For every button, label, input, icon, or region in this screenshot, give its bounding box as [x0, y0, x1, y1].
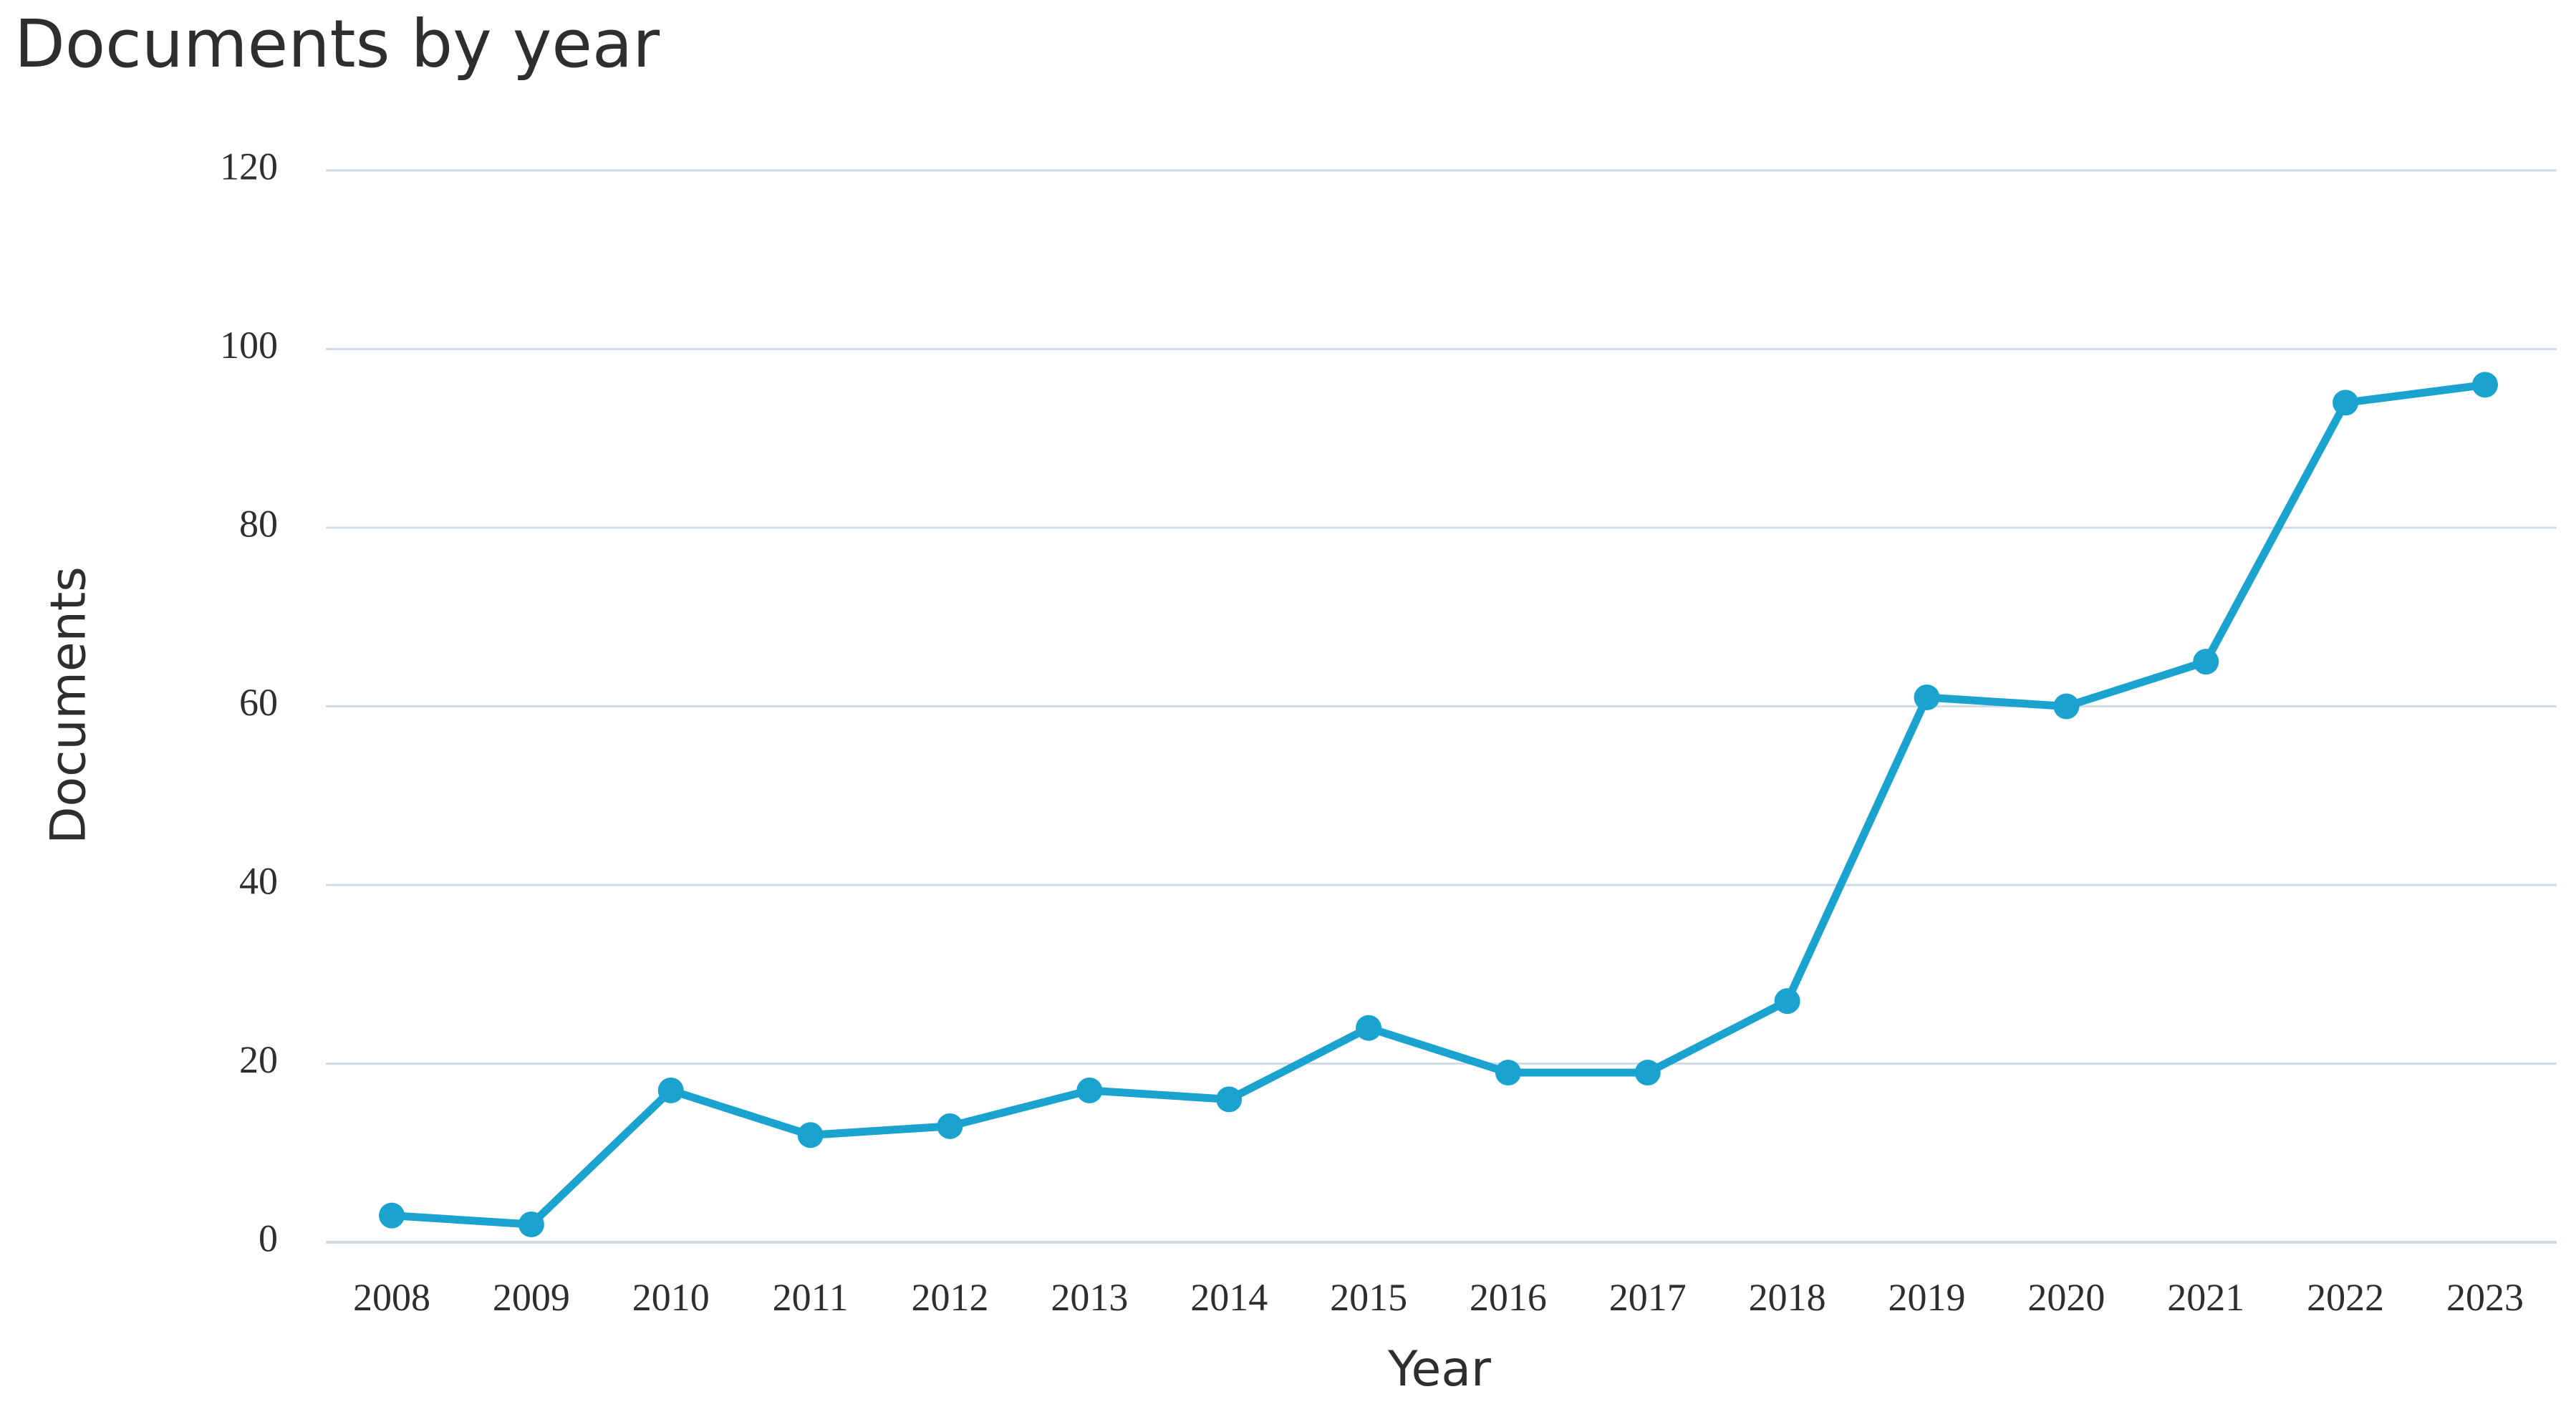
x-tick-label: 2020: [2027, 1276, 2105, 1319]
data-point-2019[interactable]: [1914, 685, 1940, 711]
data-point-2020[interactable]: [2053, 693, 2080, 720]
y-tick-label: 80: [239, 502, 278, 545]
data-point-2016[interactable]: [1495, 1059, 1521, 1085]
x-tick-label: 2017: [1609, 1276, 1687, 1319]
y-axis-title: Documents: [41, 566, 97, 844]
data-point-2021[interactable]: [2193, 649, 2219, 675]
x-tick-label: 2021: [2167, 1276, 2244, 1319]
y-tick-label: 60: [239, 681, 278, 724]
gridlines: [326, 169, 2557, 1244]
x-tick-label: 2022: [2307, 1276, 2384, 1319]
data-point-2022[interactable]: [2333, 390, 2359, 416]
y-axis-ticks: 0 20 40 60 80 100 120: [220, 145, 278, 1259]
x-tick-label: 2023: [2446, 1276, 2524, 1319]
data-point-2015[interactable]: [1356, 1015, 1382, 1041]
data-point-2008[interactable]: [379, 1202, 405, 1229]
x-tick-label: 2015: [1330, 1276, 1407, 1319]
data-point-2012[interactable]: [937, 1113, 963, 1139]
x-tick-label: 2014: [1190, 1276, 1268, 1319]
x-tick-label: 2013: [1051, 1276, 1128, 1319]
y-tick-label: 20: [239, 1038, 278, 1081]
series-line: [387, 380, 2489, 1229]
data-point-2010[interactable]: [657, 1077, 684, 1103]
x-tick-label: 2009: [493, 1276, 570, 1319]
x-tick-label: 2012: [911, 1276, 988, 1319]
x-tick-label: 2019: [1888, 1276, 1966, 1319]
y-tick-label: 40: [239, 859, 278, 902]
data-point-2023[interactable]: [2472, 372, 2498, 398]
y-tick-label: 120: [220, 145, 278, 188]
x-tick-label: 2010: [632, 1276, 710, 1319]
y-tick-label: 100: [220, 324, 278, 367]
chart-title: Documents by year: [14, 6, 660, 82]
series-layer: [379, 372, 2498, 1238]
data-point-2013[interactable]: [1076, 1077, 1103, 1103]
data-point-2014[interactable]: [1216, 1086, 1243, 1113]
x-tick-label: 2008: [353, 1276, 430, 1319]
data-point-2009[interactable]: [518, 1211, 544, 1238]
data-point-2017[interactable]: [1634, 1059, 1661, 1085]
x-tick-label: 2011: [773, 1276, 849, 1319]
y-tick-label: 0: [259, 1217, 278, 1259]
data-point-2018[interactable]: [1774, 988, 1800, 1015]
x-tick-label: 2018: [1749, 1276, 1826, 1319]
x-tick-label: 2016: [1470, 1276, 1547, 1319]
x-axis-title: Year: [1387, 1341, 1491, 1398]
x-axis-ticks: 2008 2009 2010 2011 2012 2013 2014 2015 2016 2017…: [353, 1276, 2524, 1319]
data-point-2011[interactable]: [797, 1122, 824, 1148]
